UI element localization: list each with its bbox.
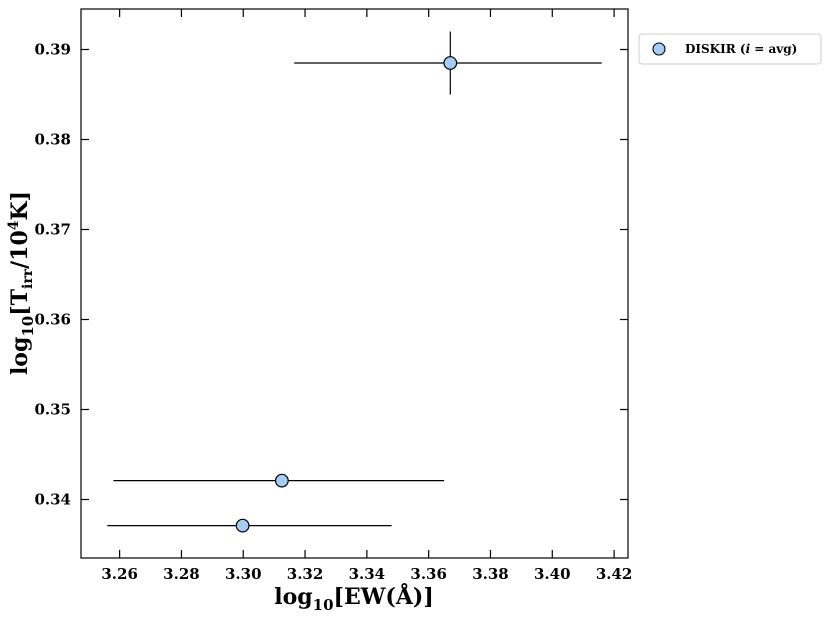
- x-tick-label: 3.26: [101, 565, 138, 583]
- data-point: [235, 518, 250, 533]
- y-tick-label: 0.37: [34, 221, 71, 239]
- x-tick-label: 3.42: [596, 565, 633, 583]
- x-tick-label: 3.30: [225, 565, 262, 583]
- y-tick-label: 0.39: [34, 41, 71, 59]
- x-tick-label: 3.34: [349, 565, 386, 583]
- data-points: [235, 56, 458, 533]
- x-tick-label: 3.36: [410, 565, 447, 583]
- y-tick-label: 0.38: [34, 131, 71, 149]
- y-tick-label: 0.34: [34, 491, 71, 509]
- legend-marker: [652, 42, 666, 56]
- legend: DISKIR (i = avg): [638, 33, 822, 65]
- legend-box: [638, 33, 822, 65]
- legend-label: DISKIR (i = avg): [685, 42, 797, 56]
- x-tick-label: 3.38: [472, 565, 509, 583]
- x-axis-title: log10[EW(Å)]: [274, 583, 433, 614]
- x-tick-label: 3.32: [287, 565, 324, 583]
- x-tick-label: 3.40: [534, 565, 571, 583]
- plot-frame: [80, 8, 629, 559]
- data-point: [274, 473, 289, 488]
- y-axis-title: log10[Tirr/104K]: [6, 191, 37, 375]
- axis-ticks: [81, 9, 628, 558]
- error-bars: [107, 31, 602, 527]
- tick-labels: 3.26 3.28 3.30 3.32 3.34 3.36 3.38 3.40 3.42 0.34…: [34, 41, 632, 584]
- y-tick-label: 0.36: [34, 311, 71, 329]
- y-tick-label: 0.35: [34, 401, 71, 419]
- data-point: [443, 56, 458, 70]
- x-tick-label: 3.28: [163, 565, 200, 583]
